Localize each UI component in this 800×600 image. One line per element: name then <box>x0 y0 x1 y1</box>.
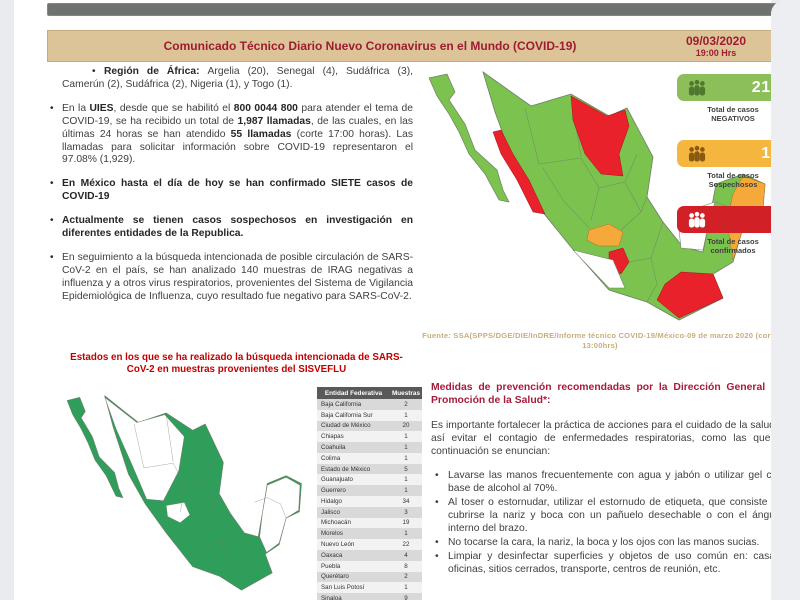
bullet-mexico-confirmed: En México hasta el día de hoy se han con… <box>47 178 413 204</box>
table-row: Hidalgo 34 <box>317 496 422 507</box>
table-body: Baja California 2 Baja California Sur 1 Ciud… <box>317 399 422 600</box>
summary-bullet-list: Región de África: Argelia (20), Senegal … <box>47 66 413 304</box>
mexico-status-map <box>428 71 766 321</box>
summary-column: Región de África: Argelia (20), Senegal … <box>47 66 413 315</box>
confirmed-cases-label: Total de casos confirmados <box>707 237 759 255</box>
confirmed-cases-count: 7 <box>709 211 780 229</box>
table-row: Querétaro 2 <box>317 571 422 583</box>
table-row: Michoacán 19 <box>317 517 422 529</box>
prevention-bullet-handwash: Lavarse las manos frecuentemente con agu… <box>431 469 783 495</box>
table-row: Puebla 8 <box>317 560 422 572</box>
prevention-title: Medidas de prevención recomendadas por l… <box>431 382 783 407</box>
map-source-note: Fuente: SSA(SPPS/DGE/DIE/InDRE/Informe t… <box>422 331 778 350</box>
state-coahuila-red <box>570 95 630 177</box>
negative-cases-label: Total de casos NEGATIVOS <box>707 105 759 123</box>
prevention-bullet-disinfect: Limpiar y desinfectar superficies y obje… <box>431 550 783 576</box>
suspect-cases-count: 12 <box>709 145 780 163</box>
table-header: Entidad Federativa Muestras <box>317 387 422 399</box>
col-muestras: Muestras <box>389 387 422 399</box>
states-center-white <box>165 502 191 523</box>
prevention-bullet-sneeze-etiquette: Al toser o estornudar, utilizar el estor… <box>431 496 783 535</box>
people-group-icon <box>688 211 706 228</box>
prevention-intro: Es importante fortalecer la práctica de … <box>431 420 783 458</box>
samples-by-state-table: Entidad Federativa Muestras Baja Califor… <box>317 387 422 600</box>
suspect-cases-pill: 12 <box>677 140 789 167</box>
table-row: Morelos 1 <box>317 528 422 540</box>
table-row: San Luis Potosí 1 <box>317 582 422 594</box>
table-row: Estado de México 5 <box>317 463 422 475</box>
header-date: 09/03/2020 19:00 Hrs <box>666 34 766 58</box>
negative-cases-count: 218 <box>751 78 780 96</box>
time-value: 19:00 Hrs <box>695 48 737 58</box>
table-row: Guerrero 1 <box>317 485 422 497</box>
prevention-bullet-list: Lavarse las manos frecuentemente con agu… <box>431 469 783 576</box>
state-borders <box>133 414 287 562</box>
table-row: Ciudad de México 20 <box>317 420 422 432</box>
state-center-orange <box>586 223 624 247</box>
states-yucatan-white <box>259 476 301 553</box>
table-row: Oaxaca 4 <box>317 549 422 561</box>
confirmed-cases-pill: 7 <box>677 206 789 233</box>
background-strip <box>771 0 800 600</box>
table-row: Chiapas 1 <box>317 431 422 443</box>
table-row: Colima 1 <box>317 452 422 464</box>
top-gray-bar <box>47 3 783 16</box>
document-page: Comunicado Técnico Diario Nuevo Coronavi… <box>14 0 789 600</box>
table-row: Coahuila 1 <box>317 442 422 453</box>
table-row: Jalisco 3 <box>317 506 422 518</box>
date-value: 09/03/2020 <box>685 34 747 48</box>
baja-peninsula <box>66 397 124 499</box>
table-row: Nuevo León 22 <box>317 539 422 550</box>
states-northwest-white <box>104 396 185 502</box>
table-row: Baja California Sur 1 <box>317 409 422 421</box>
table-row: Guanajuato 1 <box>317 474 422 486</box>
state-guerrero-white <box>572 249 626 289</box>
bullet-sisveflu-samples: En seguimiento a la búsqueda intencionad… <box>47 252 413 304</box>
negative-cases-pill: 218 <box>677 74 789 101</box>
table-row: Sinaloa 9 <box>317 593 422 600</box>
baja-peninsula <box>428 73 510 203</box>
table-row: Baja California 2 <box>317 399 422 410</box>
bullet-uies-calls: En la UIES, desde que se habilitó el 800… <box>47 103 413 168</box>
prevention-bullet-no-face-touch: No tocarse la cara, la nariz, la boca y … <box>431 536 783 549</box>
header-bar: Comunicado Técnico Diario Nuevo Coronavi… <box>47 30 783 62</box>
bullet-africa-region: Región de África: Argelia (20), Senegal … <box>47 66 413 92</box>
state-sinaloa-red <box>492 129 546 215</box>
people-group-icon <box>688 145 706 162</box>
prevention-section: Medidas de prevención recomendadas por l… <box>431 381 783 577</box>
page-title: Comunicado Técnico Diario Nuevo Coronavi… <box>163 39 577 53</box>
col-entidad-federativa: Entidad Federativa <box>317 387 390 399</box>
stat-negative-cases: 218 Total de casos NEGATIVOS <box>677 74 789 123</box>
sisveflu-section-title: Estados en los que se ha realizado la bú… <box>70 352 403 375</box>
mexico-sisveflu-map <box>66 394 302 591</box>
people-group-icon <box>688 79 706 96</box>
bullet-suspect-cases: Actualmente se tienen casos sospechosos … <box>47 215 413 241</box>
suspect-cases-label: Total de casos Sospechosos <box>707 171 759 189</box>
state-chiapas-red <box>656 271 724 319</box>
